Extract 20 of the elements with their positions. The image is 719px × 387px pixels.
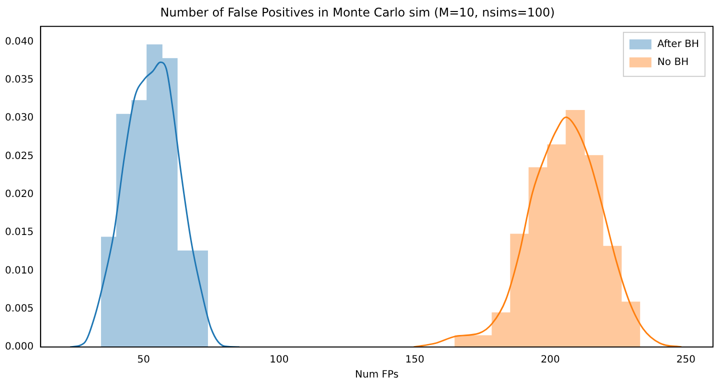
line-series: [69, 62, 240, 347]
y-tick-label: 0.040: [4, 36, 34, 48]
x-tick-label: 100: [270, 354, 289, 366]
y-tick-label: 0.010: [4, 265, 34, 276]
y-tick-label: 0.015: [4, 227, 34, 238]
line-series: [412, 116, 682, 347]
legend-label: After BH: [657, 38, 700, 50]
x-axis-title: Num FPs: [355, 370, 399, 381]
y-tick-label: 0.025: [4, 150, 34, 162]
x-tick-label: 250: [676, 354, 696, 366]
y-tick-label: 0.005: [4, 303, 34, 314]
y-tick-label: 0.035: [4, 74, 34, 86]
x-tick-label: 50: [137, 354, 150, 366]
x-tick-label: 200: [540, 354, 560, 366]
x-tick-label: 150: [405, 354, 424, 366]
y-tick-label: 0.020: [4, 188, 34, 200]
y-tick-label: 0.030: [4, 112, 34, 124]
y-tick-label: 0.000: [4, 342, 34, 353]
chart-title: Number of False Positives in Monte Carlo sim (M=10, nsims=100): [160, 5, 555, 20]
legend-label: No BH: [657, 56, 689, 68]
